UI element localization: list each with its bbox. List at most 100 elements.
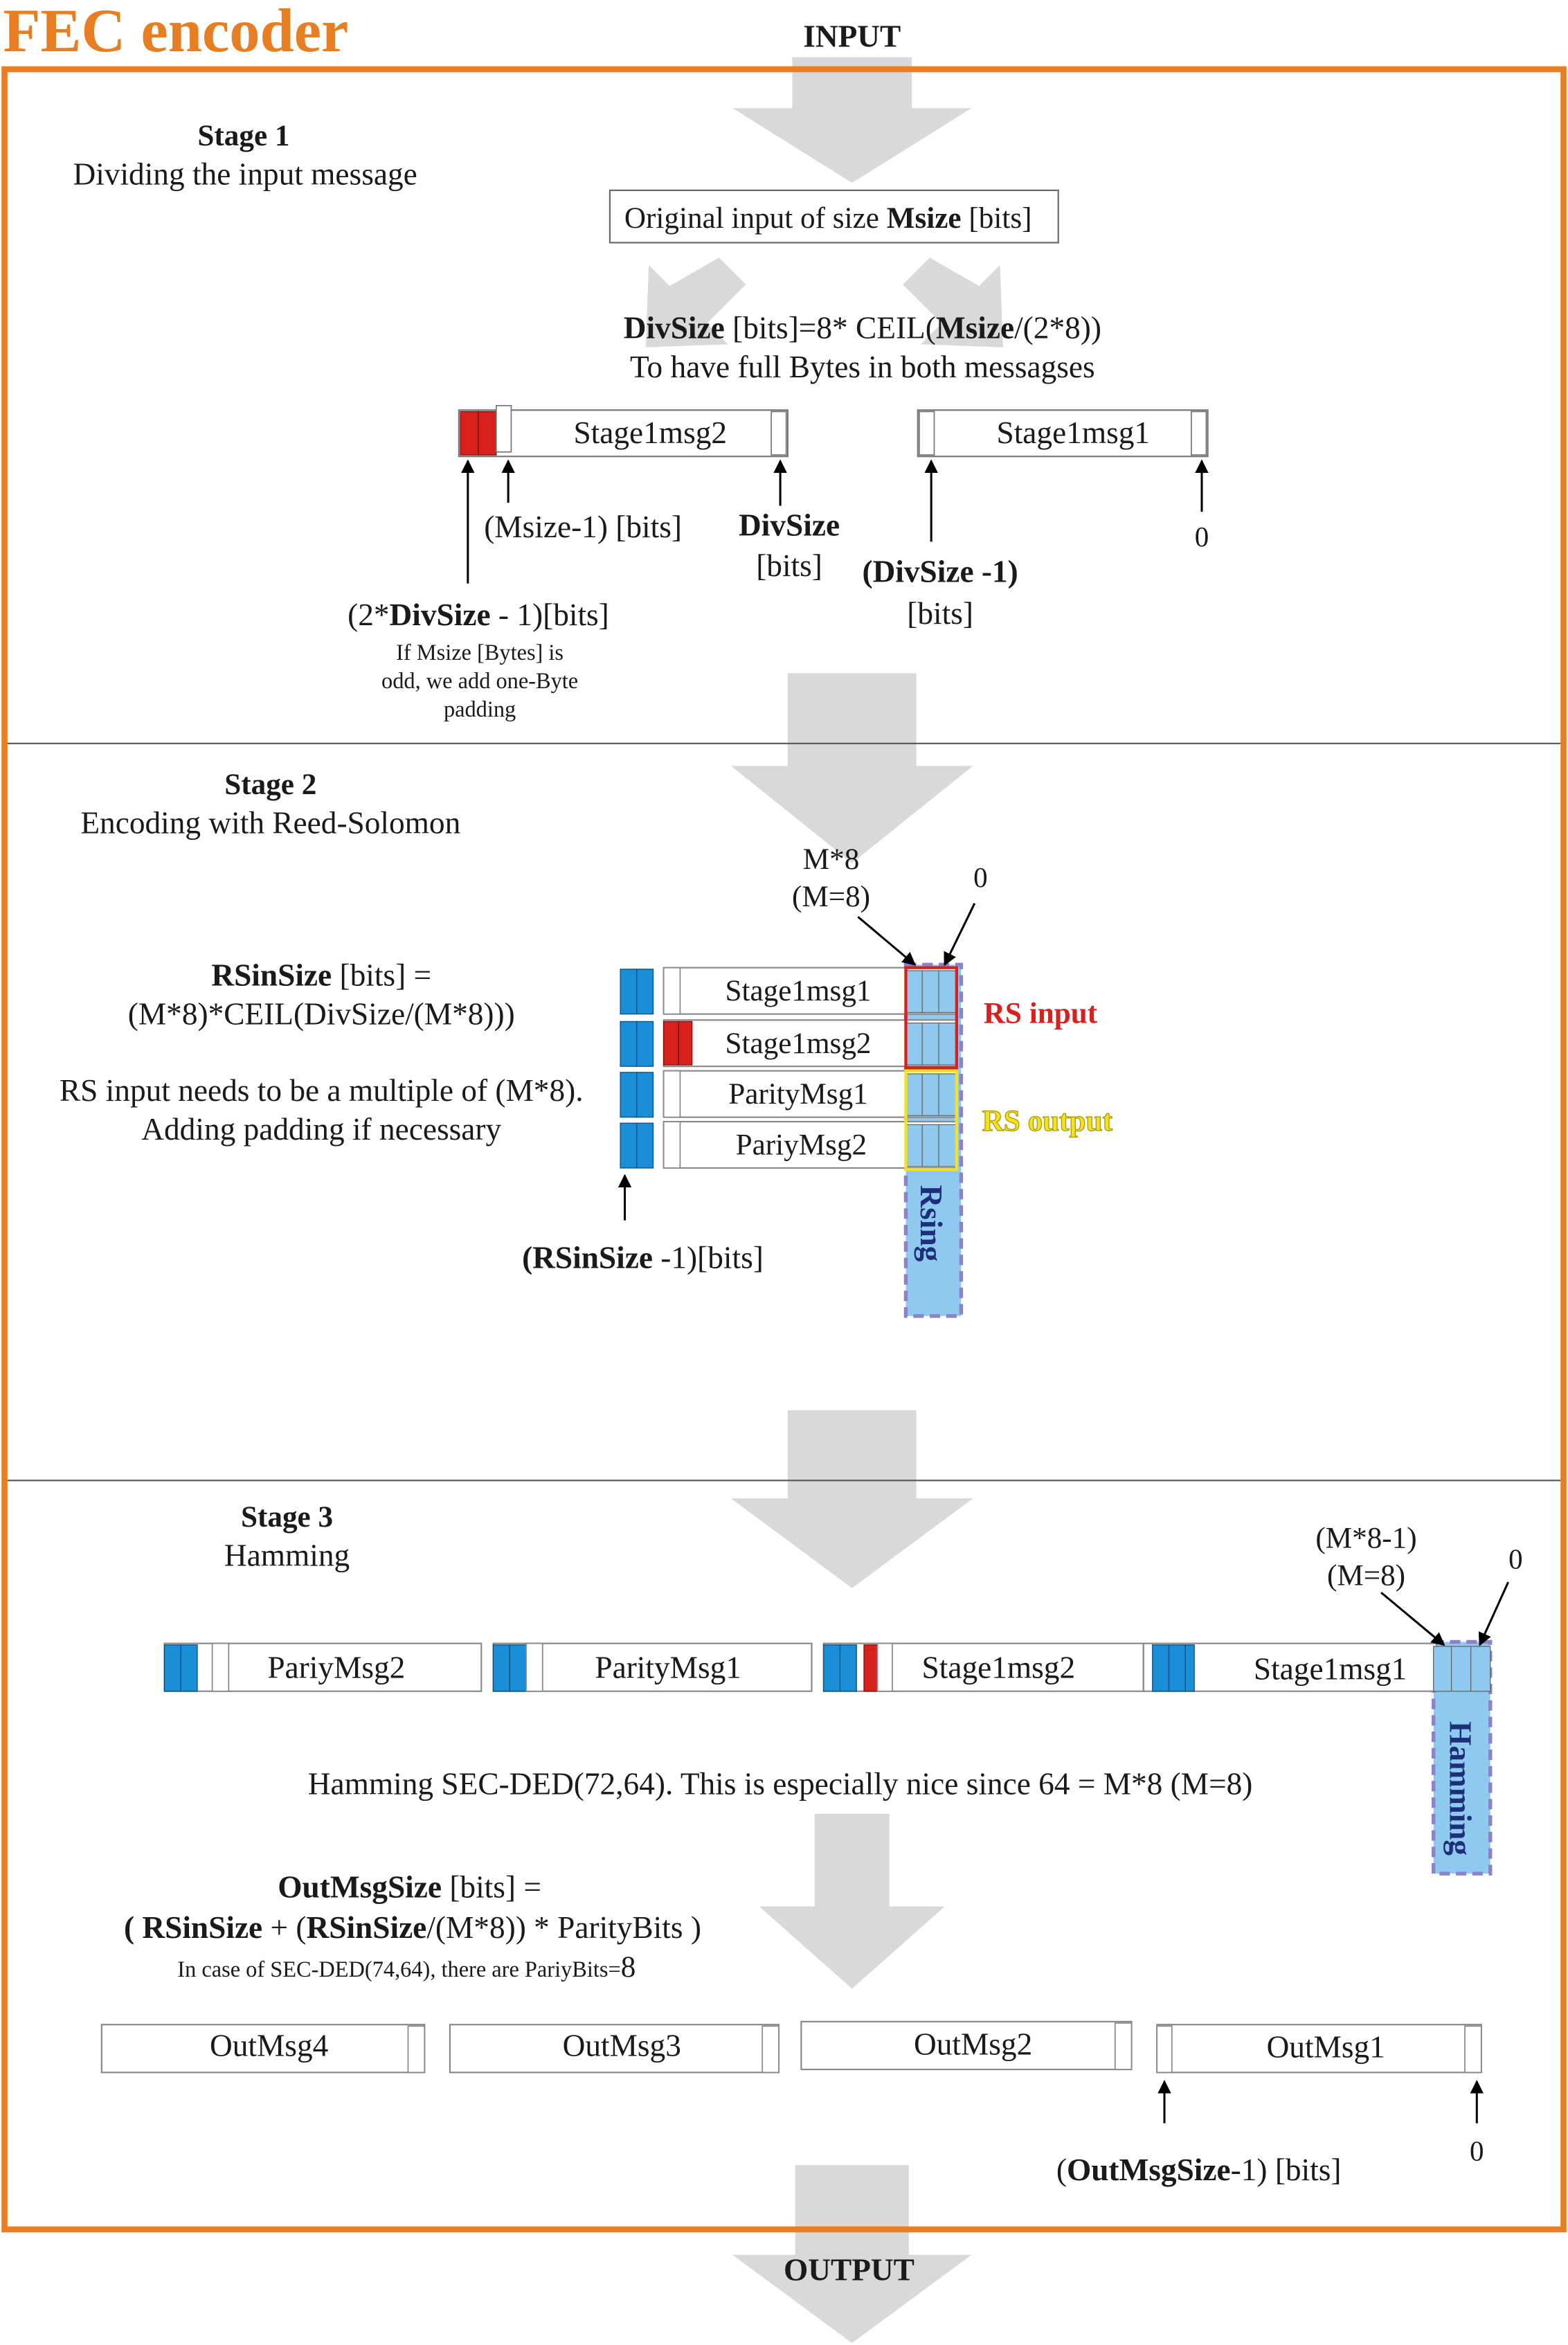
rs-input-box <box>904 966 959 1070</box>
hamming-description: Hamming SEC-DED(72,64). This is especial… <box>308 1767 1253 1802</box>
padding-red-cell-2 <box>478 411 497 456</box>
msb-empty-cell <box>495 404 512 453</box>
rs-row-4-label: PariyMsg2 <box>736 1129 867 1162</box>
rsing-label: Rsing <box>914 1185 948 1261</box>
stage1-subtitle: Dividing the input message <box>73 156 417 191</box>
outmsg-minus1-open: ( <box>1056 2153 1067 2187</box>
rs-row-3 <box>620 1070 957 1118</box>
divsize-explanation: To have full Bytes in both messagses <box>630 350 1095 384</box>
stage1: Stage 1 Dividing the input message Origi… <box>73 120 1209 722</box>
stage3-pointer-arrows <box>1380 1581 1510 1646</box>
stage2-m8-label: M*8 <box>803 843 860 876</box>
rs-row-1-label: Stage1msg1 <box>725 975 871 1007</box>
stage1msg2-block <box>458 409 788 458</box>
divsize-b2: Msize <box>936 311 1014 345</box>
paritybits-note-text: In case of SEC-DED(74,64), there are Par… <box>177 1957 620 1982</box>
divsize-t2: /(2*8)) <box>1014 311 1101 345</box>
rs-row-2 <box>620 1019 957 1068</box>
msg1-lsb-cell <box>1191 411 1207 456</box>
divsize-bit-label: DivSize <box>739 508 840 543</box>
stage3-m-eq-label: (M=8) <box>1327 1559 1405 1592</box>
divsize-t1: [bits]=8* CEIL( <box>725 311 936 345</box>
outmsg1-label: OutMsg1 <box>1267 2030 1385 2065</box>
block-pariymsg2-label: PariyMsg2 <box>267 1650 405 1684</box>
padding-note-3: padding <box>444 697 516 722</box>
output-label: OUTPUT <box>784 2252 914 2287</box>
hamming-to-output-arrow <box>759 1813 945 1989</box>
flow-arrows <box>645 57 1003 2344</box>
outmsg-minus1-bold: OutMsgSize <box>1067 2153 1231 2187</box>
divsize-minus1-label: (DivSize -1) <box>862 555 1018 589</box>
divsize-minus1-unit: [bits] <box>907 596 973 631</box>
original-input-post: [bits] <box>962 202 1032 235</box>
two-divsize-bold: DivSize <box>390 598 491 632</box>
stage1-zero-label: 0 <box>1195 521 1209 552</box>
input-label: INPUT <box>803 19 901 54</box>
outmsgsize-t1: [bits] = <box>442 1870 541 1905</box>
formula-p2: + ( <box>262 1910 306 1945</box>
hamming-label: Hamming <box>1443 1721 1477 1856</box>
rs-row-2-label: Stage1msg2 <box>725 1027 871 1060</box>
rs-multiple-note: RS input needs to be a multiple of (M*8)… <box>60 1073 584 1108</box>
rsinsize-minus1-label: (RSinSize -1)[bits] <box>522 1241 764 1275</box>
stage2-pointer-arrows <box>618 903 976 1221</box>
stage2-to-stage3-arrow <box>730 1410 973 1588</box>
divsize-b1: DivSize <box>624 311 725 345</box>
rs-row-3-label: ParityMsg1 <box>728 1078 867 1111</box>
rs-output-label: RS output <box>982 1105 1113 1138</box>
stage2-heading: Stage 2 <box>224 769 316 801</box>
split-arrow-left <box>645 258 746 348</box>
stage1-to-stage2-arrow <box>730 673 973 863</box>
rsinsize-t1: [bits] = <box>332 958 431 993</box>
split-arrow-right <box>903 258 1003 348</box>
msg1-msb-cell <box>919 411 935 456</box>
stage1msg1-block <box>917 409 1209 458</box>
block-paritymsg1 <box>492 1642 813 1692</box>
output-zero-label: 0 <box>1470 2135 1484 2167</box>
rsinsize-minus1-post: -1)[bits] <box>653 1241 764 1275</box>
outmsg3-label: OutMsg3 <box>563 2029 681 2063</box>
outmsgsize-bold: OutMsgSize <box>278 1870 442 1905</box>
output-pointer-arrows <box>1157 2080 1484 2123</box>
stage1-pointer-arrows <box>461 459 1209 584</box>
block-stage1msg1-label: Stage1msg1 <box>1254 1651 1407 1686</box>
original-input-bold: Msize <box>887 202 962 235</box>
padding-note-1: If Msize [Bytes] is <box>396 640 564 665</box>
formula-p1: ( <box>124 1910 142 1945</box>
padding-red-cell-1 <box>460 411 479 456</box>
rs-output-box <box>904 1069 959 1171</box>
msg2-lsb-cell <box>771 411 787 456</box>
paritybits-note: In case of SEC-DED(74,64), there are Par… <box>177 1951 636 1984</box>
stage2: Stage 2 Encoding with Reed-Solomon M*8 (… <box>60 769 1113 1318</box>
outmsg1-block <box>1156 2024 1482 2074</box>
output-flow-arrow <box>732 2165 972 2344</box>
stage2-subtitle: Encoding with Reed-Solomon <box>80 805 460 840</box>
rsinsize-formula-line2: (M*8)*CEIL(DivSize/(M*8))) <box>128 997 515 1032</box>
rsinsize-minus1-bold: (RSinSize <box>522 1241 653 1275</box>
two-divsize-label: (2*DivSize - 1)[bits] <box>348 598 609 632</box>
divsize-formula: DivSize [bits]=8* CEIL(Msize/(2*8)) <box>624 311 1101 345</box>
input-flow-arrow <box>732 57 972 183</box>
original-input-pre: Original input of size <box>624 202 887 235</box>
stage3-zero-label: 0 <box>1508 1543 1523 1575</box>
stage3-subtitle: Hamming <box>224 1538 350 1572</box>
outmsg-minus1-post: -1) [bits] <box>1231 2153 1342 2187</box>
stage3-heading: Stage 3 <box>241 1501 333 1534</box>
original-input-box <box>609 189 1059 244</box>
two-divsize-pre: (2* <box>348 598 389 632</box>
block-paritymsg1-label: ParityMsg1 <box>595 1650 741 1684</box>
stage3: Stage 3 Hamming (M*8-1) (M=8) 0 Hamming <box>100 1501 1523 2187</box>
output-blocks: OutMsg4 OutMsg3 OutMsg2 OutMsg1 <box>100 2020 1482 2074</box>
encoder-frame <box>1 66 1567 2233</box>
stage3-m81-label: (M*8-1) <box>1315 1522 1416 1554</box>
rs-rows: Stage1msg1 Stage1msg2 ParityMsg1 PariyMs… <box>620 967 957 1169</box>
block-stage1msg2-label: Stage1msg2 <box>922 1650 1076 1684</box>
formula-b2: RSinSize <box>307 1910 427 1945</box>
stage2-m-eq-label: (M=8) <box>792 881 870 913</box>
two-divsize-post: - 1)[bits] <box>491 598 609 632</box>
outmsgsize-minus1-label: (OutMsgSize-1) [bits] <box>1056 2153 1342 2187</box>
formula-p3: /(M*8)) * ParityBits ) <box>426 1910 701 1945</box>
rs-padding-note: Adding padding if necessary <box>141 1112 501 1147</box>
rs-input-label: RS input <box>984 998 1098 1030</box>
